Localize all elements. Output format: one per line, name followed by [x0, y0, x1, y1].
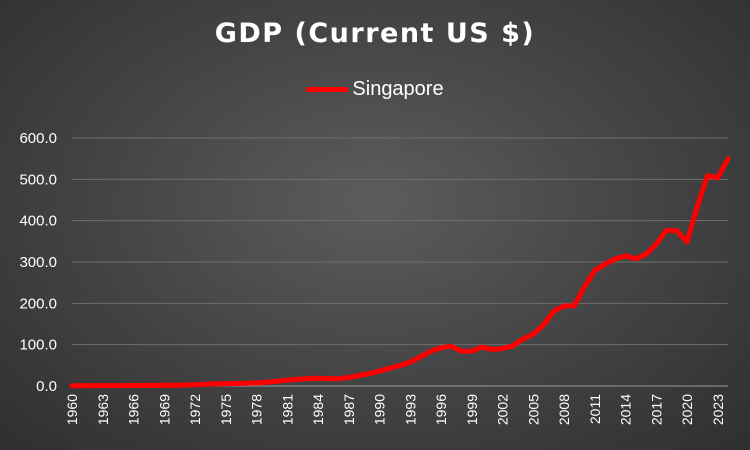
x-tick-label: 1996	[433, 394, 449, 425]
y-tick-label: 200.0	[19, 295, 57, 312]
x-tick-label: 1993	[402, 394, 418, 425]
x-tick-label: 1987	[341, 394, 357, 425]
legend-label-singapore: Singapore	[352, 78, 444, 100]
x-tick-label: 2005	[525, 394, 541, 425]
series-line-singapore	[69, 156, 731, 389]
x-tick-label: 2008	[556, 394, 572, 425]
y-tick-label: 100.0	[19, 337, 57, 354]
x-tick-label: 1969	[156, 394, 172, 425]
x-tick-label: 2002	[495, 394, 511, 425]
legend: Singapore	[0, 78, 750, 101]
x-tick-label: 1981	[279, 394, 295, 425]
x-tick-label: 1975	[218, 394, 234, 425]
y-tick-label: 500.0	[19, 171, 57, 188]
y-tick-label: 600.0	[19, 130, 57, 147]
legend-swatch-singapore	[306, 87, 349, 92]
x-tick-label: 1984	[310, 394, 326, 425]
y-tick-label: 400.0	[19, 213, 57, 230]
chart-title: GDP (Current US $)	[214, 18, 536, 49]
y-tick-label: 300.0	[19, 254, 57, 271]
x-tick-label: 1999	[464, 394, 480, 425]
x-tick-label: 1978	[249, 394, 265, 425]
x-tick-label: 1966	[126, 394, 142, 425]
x-tick-label: 2020	[679, 394, 695, 425]
y-tick-label: 0.0	[36, 378, 57, 395]
x-tick-label: 2011	[587, 394, 603, 424]
x-tick-label: 1972	[187, 394, 203, 425]
x-tick-label: 2014	[618, 394, 634, 425]
x-tick-label: 1960	[64, 394, 80, 425]
x-tick-label: 2017	[648, 394, 664, 425]
x-tick-label: 1990	[372, 394, 388, 425]
x-tick-label: 1963	[95, 394, 111, 425]
x-tick-label: 2023	[710, 394, 726, 425]
